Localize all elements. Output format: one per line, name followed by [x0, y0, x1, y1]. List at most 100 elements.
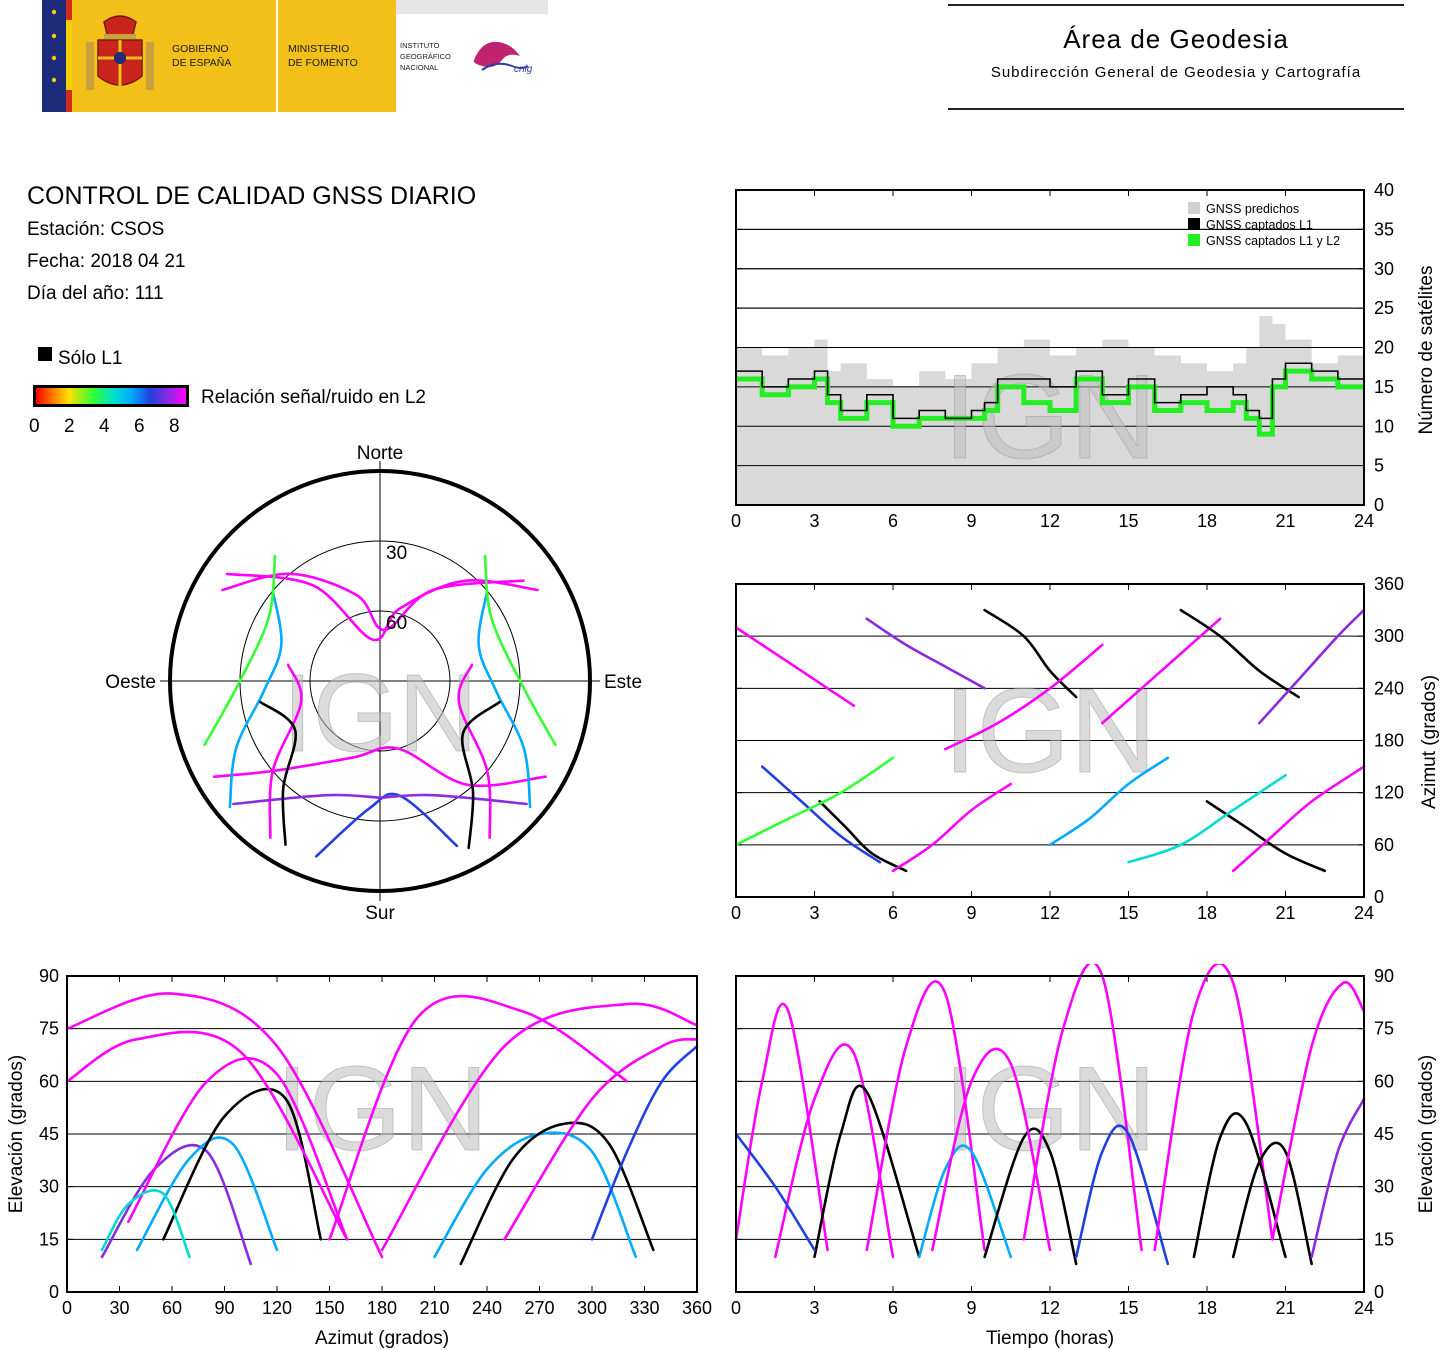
y-tick-label: 75 — [1374, 1019, 1394, 1039]
x-tick-label: 210 — [419, 1298, 449, 1318]
satellite-track — [983, 1127, 1078, 1266]
satellite-track — [380, 1002, 699, 1252]
x-tick-label: 60 — [162, 1298, 182, 1318]
y-tick-label: 15 — [1374, 1229, 1394, 1249]
date-line: Fecha: 2018 04 21 — [27, 251, 186, 272]
satellite-track — [259, 700, 298, 846]
y-tick-label: 60 — [39, 1071, 59, 1091]
satellite-track — [1179, 608, 1300, 699]
report-title: CONTROL DE CALIDAD GNSS DIARIO — [27, 182, 477, 210]
y-tick-label: 120 — [1374, 783, 1404, 803]
x-tick-label: 12 — [1040, 903, 1060, 923]
header-right: Área de Geodesia Subdirección General de… — [948, 0, 1404, 112]
ministerio-block — [278, 0, 396, 112]
legend-label: GNSS captados L1 y L2 — [1206, 234, 1340, 248]
satellite-track — [931, 1047, 1052, 1252]
y-tick-label: 0 — [1374, 887, 1384, 907]
snr-tick: 2 — [64, 416, 75, 437]
x-tick-label: 3 — [809, 511, 819, 531]
x-tick-label: 24 — [1354, 903, 1374, 923]
y-tick-label: 90 — [1374, 966, 1394, 986]
satellite-track — [818, 800, 908, 873]
doy-line: Día del año: 111 — [27, 283, 164, 304]
satellite-track — [228, 589, 283, 809]
x-tick-label: 270 — [524, 1298, 554, 1318]
gov-line2: DE ESPAÑA — [172, 56, 231, 69]
satellites-chart: 0 5 10 15 20 25 30 35 40 0 3 6 9 12 15 18 21 24 IGN GNSS pr… — [731, 180, 1437, 531]
ign-watermark: IGN — [275, 1042, 488, 1176]
x-tick-label: 21 — [1275, 903, 1295, 923]
satellite-track — [457, 663, 492, 839]
y-tick-label: 75 — [39, 1019, 59, 1039]
satellite-track — [65, 992, 384, 1259]
area-title: Área de Geodesia — [1063, 24, 1289, 54]
satellite-track — [1310, 1097, 1366, 1259]
y-tick-label: 40 — [1374, 180, 1394, 200]
satellite-track — [865, 617, 986, 690]
y-tick-label: 240 — [1374, 678, 1404, 698]
satellite-track — [225, 572, 539, 642]
satellite-track — [477, 589, 532, 809]
x-tick-label: 15 — [1118, 903, 1138, 923]
only-l1-swatch — [38, 347, 52, 361]
l1-step-line — [736, 362, 1364, 420]
x-tick-label: 24 — [1354, 511, 1374, 531]
y-tick-label: 0 — [49, 1282, 59, 1302]
legend-label: GNSS predichos — [1206, 202, 1299, 216]
satellite-track — [917, 1144, 1013, 1259]
south-label: Sur — [365, 903, 395, 924]
satellite-track — [865, 980, 986, 1252]
satellite-track — [734, 1002, 829, 1252]
satellite-track — [459, 1121, 655, 1266]
x-tick-label: 330 — [629, 1298, 659, 1318]
x-tick-label: 240 — [472, 1298, 502, 1318]
y-axis-label: Elevación (grados) — [1416, 1055, 1437, 1213]
x-tick-label: 21 — [1275, 511, 1295, 531]
west-label: Oeste — [105, 672, 156, 693]
satellite-track — [944, 643, 1104, 751]
y-tick-label: 25 — [1374, 298, 1394, 318]
x-tick-label: 90 — [214, 1298, 234, 1318]
snr-colorbar — [33, 385, 189, 407]
x-tick-label: 18 — [1197, 1298, 1217, 1318]
satellite-track — [1271, 981, 1366, 1241]
government-logo-strip: GOBIERNO DE ESPAÑA MINISTERIO DE FOMENTO… — [42, 0, 548, 112]
cnig-logo-icon: cnig — [473, 41, 533, 75]
ign-watermark: IGN — [943, 350, 1156, 484]
cnig-text: cnig — [514, 64, 533, 75]
x-tick-label: 3 — [809, 1298, 819, 1318]
x-tick-label: 9 — [966, 511, 976, 531]
eu-stars-icon — [51, 9, 57, 83]
y-tick-label: 0 — [1374, 1282, 1384, 1302]
y-tick-label: 60 — [1374, 835, 1394, 855]
y-tick-label: 5 — [1374, 456, 1384, 476]
satellite-track — [328, 994, 629, 1241]
ring-label-30: 30 — [386, 543, 407, 564]
snr-tick: 0 — [29, 416, 40, 437]
satellite-track — [734, 1132, 816, 1252]
y-tick-label: 30 — [1374, 259, 1394, 279]
y-tick-label: 15 — [39, 1229, 59, 1249]
satellite-track — [1101, 617, 1222, 725]
y-tick-label: 180 — [1374, 731, 1404, 751]
legend-swatch — [1188, 218, 1200, 230]
satellite-track — [1231, 1141, 1313, 1266]
min-line2: DE FOMENTO — [288, 57, 358, 69]
x-tick-label: 0 — [731, 511, 741, 531]
y-tick-label: 15 — [1374, 377, 1394, 397]
satellite-track — [1192, 1112, 1287, 1259]
x-tick-label: 9 — [966, 903, 976, 923]
satellite-track — [1231, 765, 1366, 873]
y-tick-label: 90 — [39, 966, 59, 986]
satellite-track — [100, 1189, 191, 1259]
satellite-track — [483, 554, 557, 747]
x-tick-label: 0 — [731, 1298, 741, 1318]
x-tick-label: 0 — [731, 903, 741, 923]
snr-tick: 6 — [134, 416, 145, 437]
y-axis-label: Elevación (grados) — [6, 1055, 27, 1213]
satellite-track — [1127, 774, 1287, 864]
y-tick-label: 30 — [1374, 1177, 1394, 1197]
satellite-track — [1153, 964, 1274, 1252]
